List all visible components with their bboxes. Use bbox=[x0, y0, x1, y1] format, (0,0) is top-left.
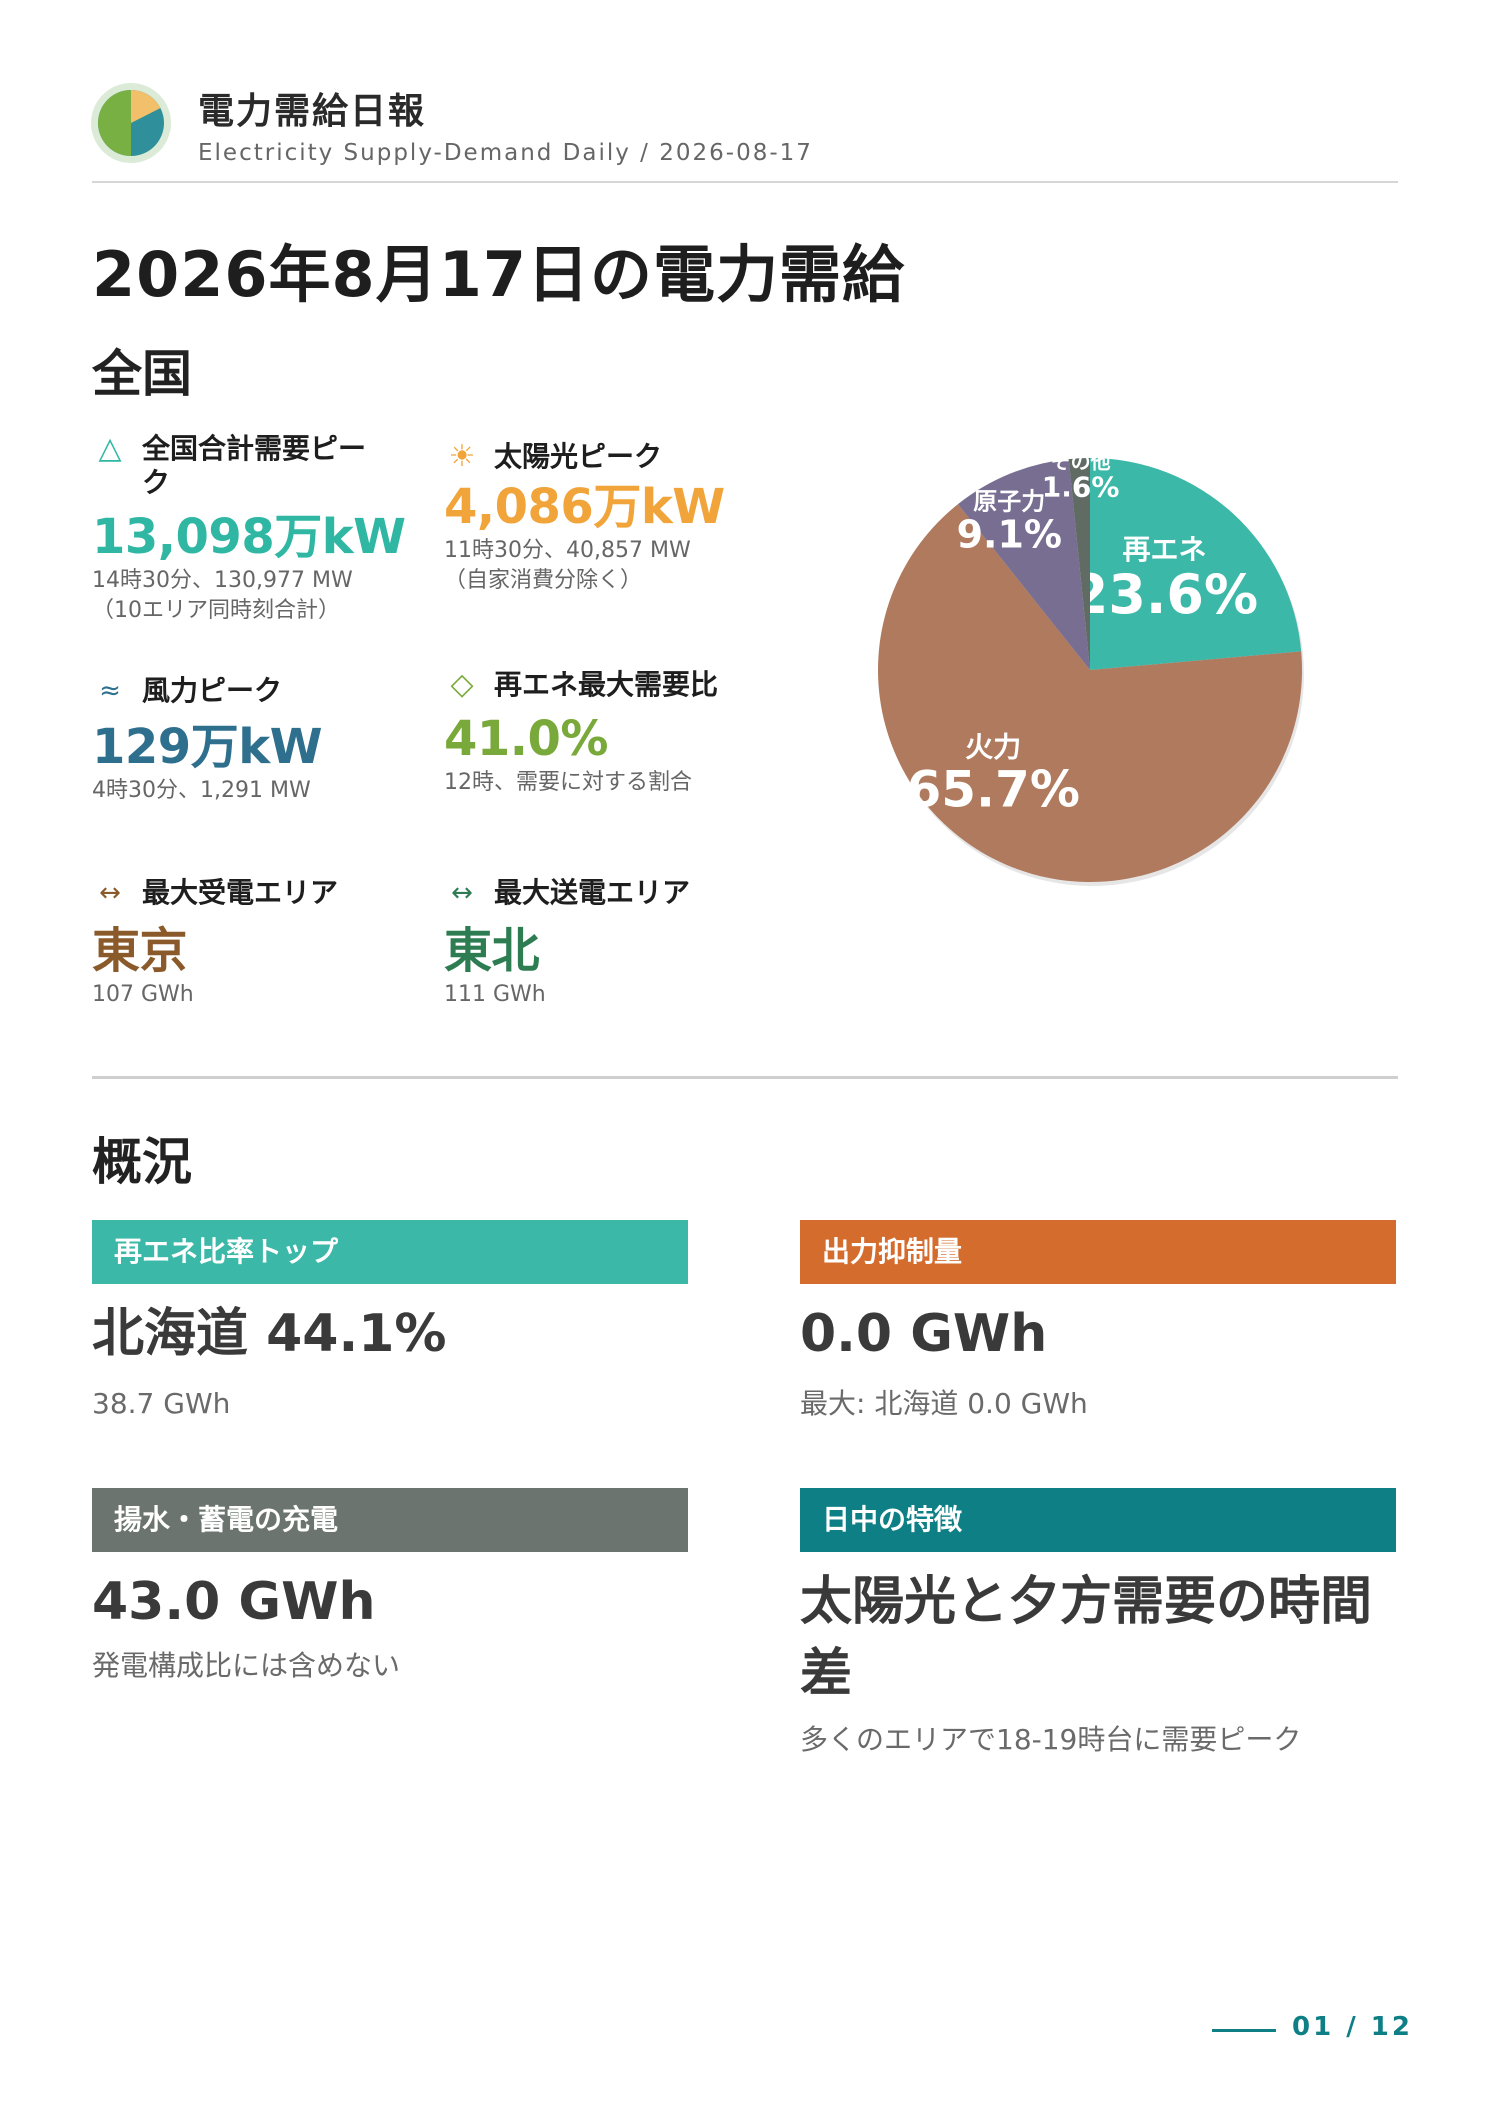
metric-wind-peak: ≈ 風力ピーク 129万kW 4時30分、1,291 MW bbox=[92, 674, 422, 806]
section-heading-overview: 概況 bbox=[92, 1133, 192, 1191]
double-arrow-icon: ↔ bbox=[451, 878, 473, 908]
card-title-bar: 再エネ比率トップ bbox=[92, 1220, 688, 1284]
page-title: 2026年8月17日の電力需給 bbox=[92, 238, 905, 311]
pie-slice-label: 再エネ bbox=[1122, 533, 1206, 566]
overview-card-renewable-top: 再エネ比率トップ 北海道 44.1% 38.7 GWh bbox=[92, 1220, 688, 1424]
card-note: 最大: 北海道 0.0 GWh bbox=[800, 1387, 1088, 1420]
app-title: 電力需給日報 bbox=[198, 91, 427, 132]
pie-slice-label: その他 bbox=[1051, 450, 1111, 473]
pie-slice-label: 原子力 bbox=[973, 487, 1045, 515]
overview-card-storage-charging: 揚水・蓄電の充電 43.0 GWh 発電構成比には含めない bbox=[92, 1488, 688, 1686]
pie-slice-value: 9.1% bbox=[957, 512, 1062, 556]
pie-slice-value: 65.7% bbox=[906, 761, 1079, 819]
overview-card-curtailment: 出力抑制量 0.0 GWh 最大: 北海道 0.0 GWh bbox=[800, 1220, 1396, 1424]
metric-note: （自家消費分除く） bbox=[444, 568, 643, 593]
pie-slice-value: 23.6% bbox=[1071, 563, 1258, 626]
metric-demand-peak: △ 全国合計需要ピーク 13,098万kW 14時30分、130,977 MW … bbox=[92, 432, 422, 626]
pie-slice-2 bbox=[957, 459, 1090, 670]
card-value: 0.0 GWh bbox=[800, 1304, 1048, 1364]
sun-icon: ☀ bbox=[448, 439, 476, 474]
triangle-outline-icon: △ bbox=[98, 431, 122, 466]
card-value: 太陽光と夕方需要の時間差 bbox=[800, 1572, 1373, 1704]
card-title-bar: 揚水・蓄電の充電 bbox=[92, 1488, 688, 1552]
metric-value: 4,086万kW bbox=[444, 479, 725, 535]
metric-solar-peak: ☀ 太陽光ピーク 4,086万kW 11時30分、40,857 MW （自家消費… bbox=[444, 440, 774, 596]
card-note: 多くのエリアで18-19時台に需要ピーク bbox=[800, 1723, 1302, 1756]
metric-max-sending-area: ↔ 最大送電エリア 東北 111 GWh bbox=[444, 876, 774, 1010]
app-subtitle: Electricity Supply-Demand Daily / 2026-0… bbox=[198, 140, 813, 166]
pie-slice-label: 火力 bbox=[965, 731, 1021, 764]
metric-max-receiving-area: ↔ 最大受電エリア 東京 107 GWh bbox=[92, 876, 422, 1010]
metric-value: 41.0% bbox=[444, 711, 609, 767]
pie-slice-3 bbox=[1068, 458, 1090, 670]
metric-value: 東京 bbox=[92, 923, 188, 979]
metric-renewable-ratio: ◇ 再エネ最大需要比 41.0% 12時、需要に対する割合 bbox=[444, 668, 774, 798]
section-divider bbox=[92, 1076, 1398, 1079]
metric-note: 12時、需要に対する割合 bbox=[444, 770, 692, 795]
metric-note: 4時30分、1,291 MW bbox=[92, 778, 311, 803]
app-logo bbox=[91, 83, 171, 163]
section-heading-national: 全国 bbox=[92, 345, 192, 403]
diamond-outline-icon: ◇ bbox=[450, 667, 474, 702]
pie-slice-0 bbox=[1090, 458, 1302, 670]
double-arrow-icon: ↔ bbox=[99, 878, 121, 908]
metric-value: 東北 bbox=[444, 923, 540, 979]
card-value: 43.0 GWh bbox=[92, 1572, 376, 1632]
pie-slice-1 bbox=[878, 504, 1302, 882]
pie-slice-value: 1.6% bbox=[1042, 470, 1120, 503]
card-note: 発電構成比には含めない bbox=[92, 1649, 401, 1682]
card-title-bar: 日中の特徴 bbox=[800, 1488, 1396, 1552]
card-value: 北海道 44.1% bbox=[92, 1304, 447, 1364]
card-note: 38.7 GWh bbox=[92, 1387, 231, 1420]
card-title-bar: 出力抑制量 bbox=[800, 1220, 1396, 1284]
metric-note: 107 GWh bbox=[92, 982, 194, 1007]
overview-card-daytime-feature: 日中の特徴 太陽光と夕方需要の時間差 多くのエリアで18-19時台に需要ピーク bbox=[800, 1488, 1396, 1760]
page-number: 01 / 12 bbox=[1292, 2012, 1413, 2042]
metric-note: 11時30分、40,857 MW bbox=[444, 538, 691, 563]
metric-note: 111 GWh bbox=[444, 982, 546, 1007]
metric-note: （10エリア同時刻合計） bbox=[92, 598, 340, 623]
metric-value: 13,098万kW bbox=[92, 509, 406, 565]
wave-icon: ≈ bbox=[99, 676, 121, 706]
metric-value: 129万kW bbox=[92, 719, 323, 775]
metric-note: 14時30分、130,977 MW bbox=[92, 568, 353, 593]
header-divider bbox=[92, 181, 1398, 183]
footer-rule bbox=[1212, 2029, 1276, 2032]
